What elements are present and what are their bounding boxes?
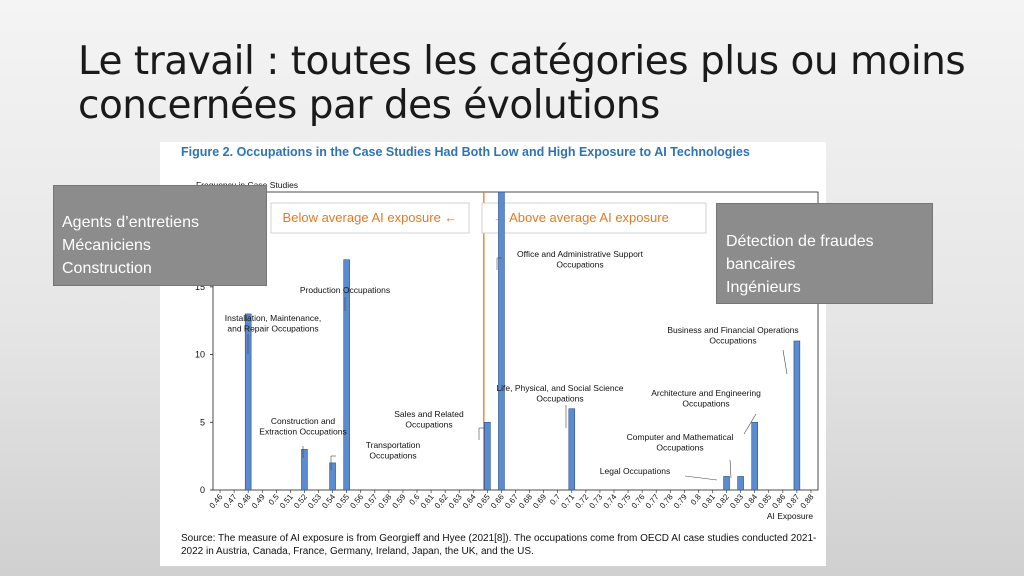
right-box-line: Détection de fraudes <box>726 233 874 250</box>
y-tick-label: 5 <box>200 417 205 427</box>
left-overlay-box: Agents d’entretiens Mécaniciens Construc… <box>53 185 267 286</box>
figure-source-line-1: Source: The measure of AI exposure is fr… <box>181 533 817 544</box>
annotation-0.54: Transportation <box>366 440 421 450</box>
x-tick-label: 0.83 <box>728 492 745 510</box>
annotation-0.84: Architecture and Engineering <box>651 388 761 398</box>
y-tick-label: 0 <box>200 485 205 495</box>
x-tick-label: 0.58 <box>376 492 393 510</box>
bar-0.54 <box>329 462 336 491</box>
x-tick-label: 0.53 <box>306 492 323 510</box>
x-tick-label: 0.66 <box>489 492 506 510</box>
figure-source-line-2: 2022 in Austria, Canada, France, Germany… <box>181 545 534 557</box>
x-tick-label: 0.65 <box>475 492 492 510</box>
x-tick-label: 0.69 <box>531 492 548 510</box>
annotation-0.83: Computer and Mathematical <box>627 432 734 442</box>
below-average-label: Below average AI exposure ← <box>283 210 458 225</box>
x-tick-label: 0.78 <box>658 492 675 510</box>
bar-0.55 <box>343 259 350 491</box>
annotation-leader <box>782 349 788 375</box>
x-tick-label: 0.56 <box>348 492 365 510</box>
x-tick-label: 0.64 <box>461 492 478 510</box>
x-tick-label: 0.59 <box>391 492 408 510</box>
figure-source: Source: The measure of AI exposure is fr… <box>181 533 821 558</box>
x-tick-label: 0.67 <box>503 492 520 510</box>
x-tick-label: 0.86 <box>770 492 787 510</box>
x-tick-label: 0.74 <box>602 492 619 510</box>
annotation-0.65: Sales and Related <box>394 409 464 419</box>
x-tick-label: 0.71 <box>559 492 576 510</box>
annotation-leader <box>729 459 732 479</box>
bar-0.87 <box>793 340 801 491</box>
annotation-0.71: Occupations <box>536 394 583 404</box>
y-tick-label: 10 <box>195 350 205 360</box>
bar-0.48 <box>244 313 252 491</box>
annotation-0.66: Occupations <box>556 260 603 270</box>
x-tick-label: 0.46 <box>208 492 225 510</box>
annotation-0.82: Legal Occupations <box>600 466 670 476</box>
x-tick-label: 0.73 <box>588 492 605 510</box>
annotation-0.66: Office and Administrative Support <box>517 249 644 259</box>
bar-0.83 <box>737 476 744 491</box>
slide-title-line-2: concernées par des évolutions <box>78 83 660 128</box>
x-tick-label: 0.48 <box>236 492 253 510</box>
annotation-0.65: Occupations <box>405 420 452 430</box>
annotation-0.48: and Repair Occupations <box>227 324 318 334</box>
x-tick-label: 0.68 <box>517 492 534 510</box>
x-tick-label: 0.85 <box>756 492 773 510</box>
annotation-0.52: Construction and <box>271 416 336 426</box>
below-average-box <box>270 202 470 234</box>
annotation-0.84: Occupations <box>682 399 729 409</box>
bar-0.65 <box>484 421 491 491</box>
annotation-0.71: Life, Physical, and Social Science <box>496 383 623 393</box>
annotation-leader <box>743 413 757 435</box>
x-tick-label: 0.72 <box>573 492 590 510</box>
x-tick-label: 0.84 <box>742 492 759 510</box>
x-tick-label: 0.76 <box>630 492 647 510</box>
above-average-label: → Above average AI exposure <box>493 210 669 225</box>
figure-title: Figure 2. Occupations in the Case Studie… <box>181 145 750 159</box>
y-tick-label: 15 <box>195 282 205 292</box>
x-tick-label: 0.49 <box>250 492 267 510</box>
x-tick-label: 0.57 <box>362 492 379 510</box>
x-tick-label: 0.77 <box>644 492 661 510</box>
slide-title: Le travail : toutes les catégories plus … <box>78 40 998 128</box>
annotation-0.55: Production Occupations <box>300 285 390 295</box>
x-tick-label: 0.55 <box>334 492 351 510</box>
annotation-0.48: Installation, Maintenance, <box>225 313 321 323</box>
x-tick-label: 0.82 <box>714 492 731 510</box>
right-box-line: Ingénieurs <box>726 279 801 296</box>
annotation-0.54: Occupations <box>369 451 416 461</box>
x-tick-label: 0.54 <box>320 492 337 510</box>
annotation-leader <box>684 475 718 481</box>
bar-0.82 <box>723 476 730 491</box>
annotation-0.52: Extraction Occupations <box>259 427 346 437</box>
x-tick-label: 0.87 <box>785 492 802 510</box>
x-tick-label: 0.63 <box>447 492 464 510</box>
x-tick-label: 0.75 <box>616 492 633 510</box>
right-box-line: bancaires <box>726 256 796 273</box>
x-tick-label: 0.51 <box>278 492 295 510</box>
x-tick-label: 0.52 <box>292 492 309 510</box>
x-tick-label: 0.81 <box>700 492 717 510</box>
annotation-0.83: Occupations <box>656 443 703 453</box>
x-axis-label: AI Exposure <box>767 511 814 521</box>
annotation-0.87: Business and Financial Operations <box>667 325 798 335</box>
x-tick-label: 0.47 <box>222 492 239 510</box>
x-tick-label: 0.62 <box>433 492 450 510</box>
x-tick-label: 0.61 <box>419 492 436 510</box>
left-box-line: Agents d’entretiens <box>62 214 199 231</box>
x-tick-label: 0.88 <box>799 492 816 510</box>
x-tick-label: 0.79 <box>672 492 689 510</box>
bar-0.71 <box>568 408 576 491</box>
above-average-box <box>481 202 707 234</box>
left-box-line: Mécaniciens <box>62 237 151 254</box>
right-overlay-box: Détection de fraudes bancaires Ingénieur… <box>716 203 933 304</box>
bar-0.52 <box>301 449 308 491</box>
bar-0.66 <box>498 191 505 491</box>
slide-title-line-1: Le travail : toutes les catégories plus … <box>78 39 966 84</box>
left-box-line: Construction <box>62 260 152 277</box>
annotation-0.87: Occupations <box>709 336 756 346</box>
bar-0.84 <box>751 421 758 491</box>
